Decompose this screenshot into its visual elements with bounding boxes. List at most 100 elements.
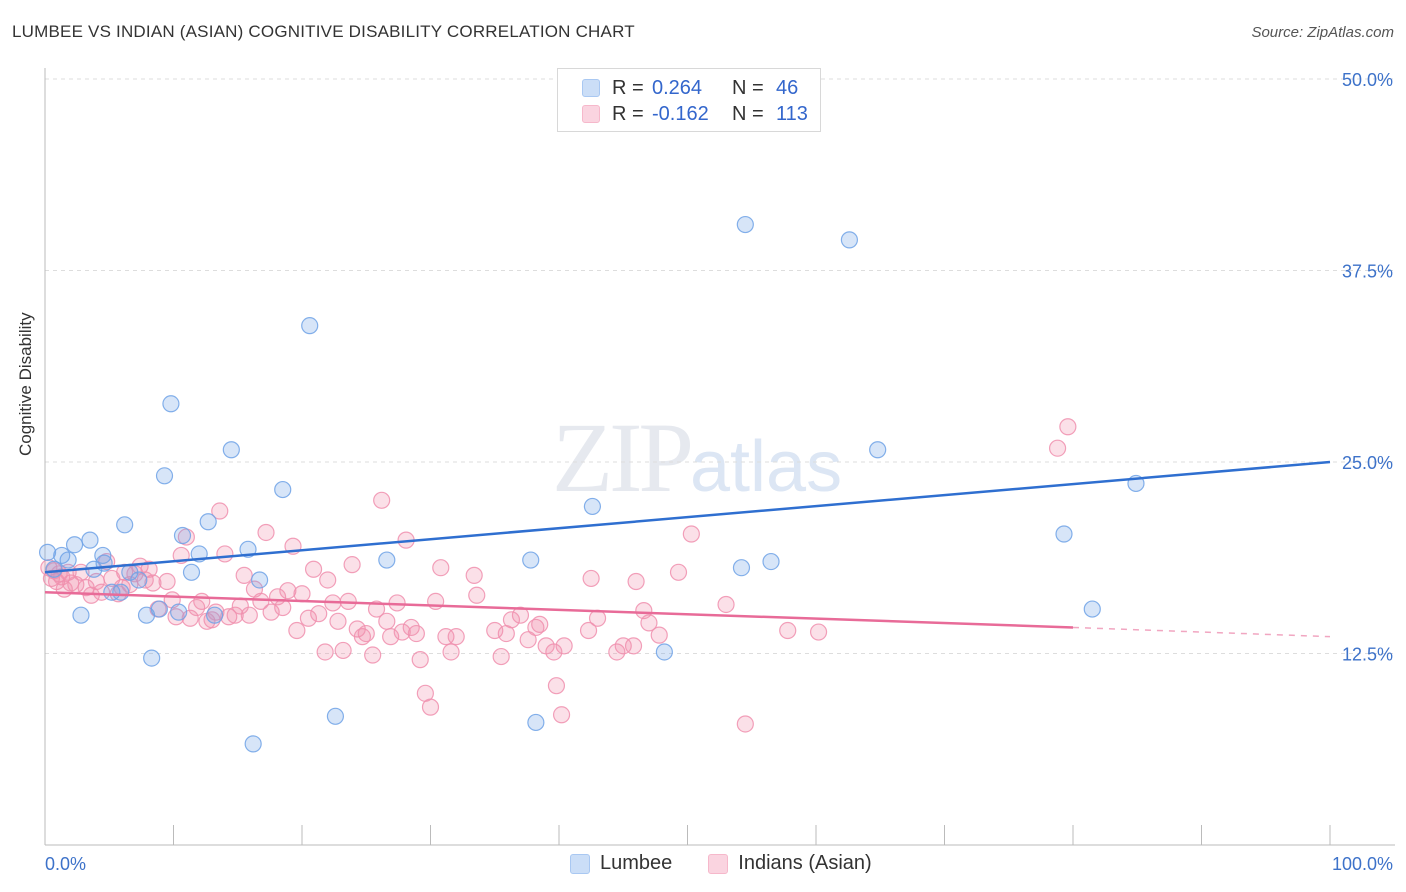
lumbee-point [206, 606, 224, 624]
lumbee-point [59, 551, 77, 569]
indians-asian-point [378, 612, 396, 630]
legend-r-value: -0.162 [652, 102, 709, 125]
legend-row-lumbee: R = 0.264 N = 46 [582, 75, 798, 101]
lumbee-point [143, 649, 161, 667]
lumbee-point [250, 571, 269, 589]
indians-asian-trend-line [44, 590, 1074, 629]
indians-asian-point [257, 523, 275, 542]
indians-asian-point [432, 559, 450, 577]
indians-asian-point [274, 598, 292, 617]
indians-asian-point [167, 608, 185, 626]
chart-title: LUMBEE VS INDIAN (ASIAN) COGNITIVE DISAB… [12, 22, 635, 41]
legend-n-value: 113 [776, 102, 808, 125]
indians-asian-point [640, 614, 658, 632]
lumbee-point [869, 441, 887, 459]
indians-asian-point [144, 574, 162, 592]
lumbee-point [150, 600, 168, 618]
legend-r-label: R = [612, 76, 644, 99]
indians-asian-point [519, 631, 537, 649]
y-tick-label: 12.5% [1342, 645, 1393, 665]
series-label-indians-asian: Indians (Asian) [738, 852, 872, 874]
lumbee-point [116, 516, 134, 534]
lumbee-point [762, 552, 780, 571]
lumbee-trend-line [44, 460, 1331, 574]
legend-row-indians-asian: R = -0.162 N = 113 [582, 101, 808, 127]
lumbee-point [527, 713, 545, 732]
lumbee-point [103, 583, 121, 601]
legend-swatch-indians-asian [582, 105, 600, 123]
indians-asian-point [682, 525, 700, 543]
indians-asian-point [357, 624, 375, 643]
series-legend: Lumbee Indians (Asian) [570, 852, 908, 875]
indians-asian-point [193, 592, 211, 611]
indians-asian-point [373, 491, 391, 509]
indians-asian-point [411, 651, 429, 669]
lumbee-point [583, 497, 602, 516]
series-legend-indians-asian[interactable]: Indians (Asian) [708, 852, 872, 875]
gridlines [45, 78, 1395, 654]
indians-asian-point [240, 606, 258, 624]
indians-asian-point [582, 569, 600, 588]
lumbee-point [65, 536, 84, 554]
source-label: Source: ZipAtlas.com [1251, 24, 1394, 41]
indians-asian-point [588, 609, 607, 627]
lumbee-point [38, 543, 57, 561]
indians-asian-point [393, 623, 411, 641]
indians-asian-point [502, 611, 521, 629]
indians-asian-point [304, 560, 323, 578]
legend-r-label: R = [612, 102, 644, 125]
lumbee-point [173, 526, 192, 545]
legend-n-value: 46 [776, 76, 799, 99]
lumbee-point [326, 707, 345, 725]
indians-asian-point [310, 605, 328, 623]
lumbee-point [274, 480, 292, 499]
legend-n-label: N = [732, 102, 764, 125]
indians-asian-point [211, 502, 229, 520]
indians-asian-point [334, 641, 352, 660]
indians-asian-point [279, 582, 297, 600]
indians-asian-point [608, 643, 626, 661]
lumbee-point [81, 531, 99, 549]
series-legend-lumbee[interactable]: Lumbee [570, 852, 672, 875]
indians-asian-point [545, 643, 563, 661]
lumbee-point [736, 215, 754, 234]
indians-asian-point [421, 698, 440, 716]
indians-asian-point [226, 606, 244, 624]
indians-asian-point [531, 615, 549, 633]
indians-asian-point [140, 560, 158, 578]
indians-asian-point [316, 643, 334, 661]
indians-asian-point [717, 595, 735, 614]
series-swatch-indians-asian [708, 853, 729, 874]
lumbee-point [1055, 525, 1073, 543]
indians-asian-point [624, 637, 643, 655]
lumbee-point [732, 559, 751, 577]
correlation-legend: R = 0.264 N = 46 R = -0.162 N = 113 [557, 68, 821, 132]
lumbee-point [170, 603, 188, 621]
series-label-lumbee: Lumbee [600, 852, 673, 874]
indians-asian-point [59, 563, 77, 581]
legend-n-label: N = [732, 76, 764, 99]
indians-asian-point [407, 624, 425, 643]
lumbee-point [840, 231, 859, 249]
lumbee-point [222, 441, 240, 459]
indians-asian-point [288, 621, 306, 640]
lumbee-point [162, 395, 180, 413]
y-tick-label: 50.0% [1342, 70, 1393, 90]
indians-asian-point [736, 715, 754, 733]
indians-asian-point [343, 556, 361, 574]
indians-asian-point [511, 606, 530, 624]
indians-asian-point [579, 621, 598, 640]
lumbee-points [38, 215, 1145, 753]
lumbee-point [155, 467, 174, 485]
indians-asian-point [492, 647, 510, 666]
lumbee-point [301, 317, 319, 335]
indians-asian-point [547, 677, 566, 695]
series-swatch-lumbee [570, 853, 590, 874]
indians-asian-point [468, 586, 486, 604]
indians-asian-point [447, 628, 465, 646]
indians-asian-point [809, 623, 828, 641]
indians-asian-point [235, 566, 253, 584]
indians-asian-point [252, 592, 270, 611]
lumbee-point [522, 551, 540, 569]
